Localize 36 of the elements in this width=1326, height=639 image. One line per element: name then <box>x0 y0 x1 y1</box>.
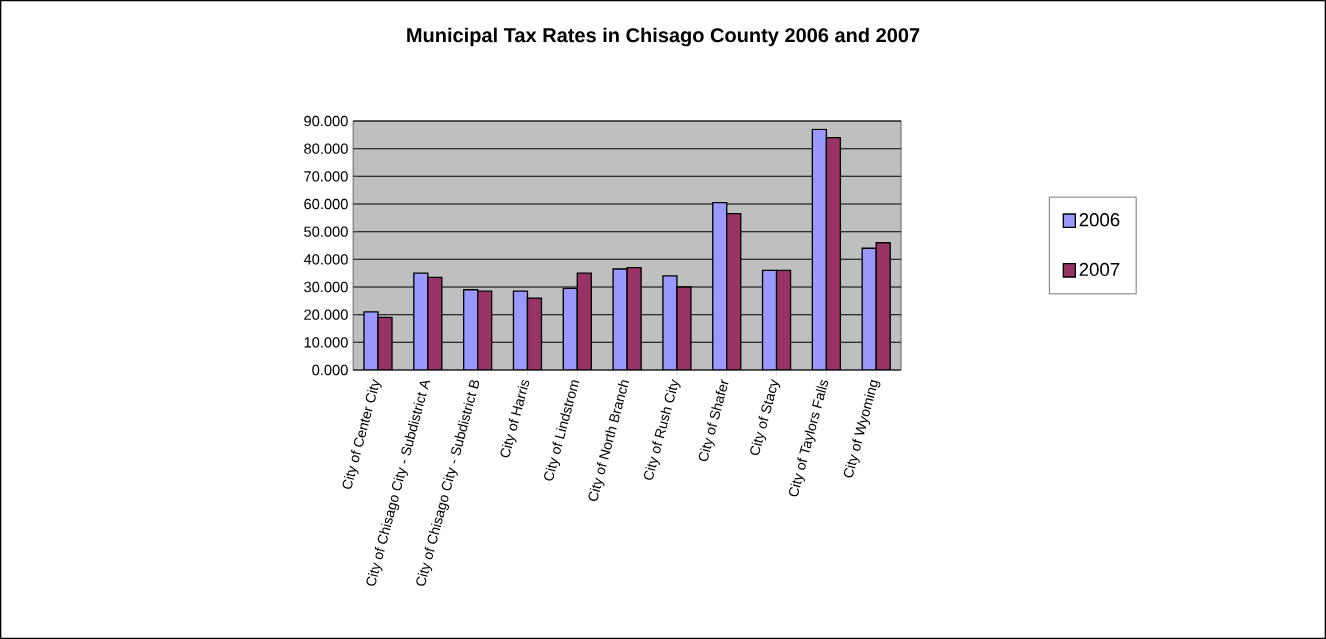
x-tick-label: City of Center City <box>342 378 382 489</box>
y-tick-label: 10.000 <box>304 337 348 348</box>
y-tick-label: 90.000 <box>304 115 348 127</box>
bar <box>762 270 777 370</box>
y-tick-label: 30.000 <box>304 281 348 293</box>
chart-title: Municipal Tax Rates in Chisago County 2006 and 2007 <box>407 27 920 47</box>
y-tick-label: 20.000 <box>304 309 348 320</box>
bar <box>875 242 891 370</box>
bar <box>512 290 529 370</box>
y-tick-label: 0.000 <box>312 364 348 376</box>
bar <box>413 272 429 370</box>
bar <box>712 201 728 370</box>
x-tick-label: City of Shafer <box>698 379 729 462</box>
x-tick-label: City of Rush City <box>643 378 681 480</box>
x-tick-label: City of Harris <box>500 379 530 458</box>
legend-label: 2006 <box>1079 213 1120 227</box>
bar <box>776 270 791 370</box>
bar <box>562 287 578 370</box>
x-tick-label: City of North Branch <box>588 380 630 501</box>
legend-label: 2007 <box>1079 262 1120 277</box>
bar <box>526 297 543 370</box>
y-tick-label: 70.000 <box>304 171 348 182</box>
bar <box>476 290 493 370</box>
bar <box>462 289 479 370</box>
y-tick-label: 80.000 <box>304 143 348 154</box>
y-tick-label: 40.000 <box>303 254 348 265</box>
bar <box>811 128 828 370</box>
bar <box>576 272 592 370</box>
x-tick-label: City of Stacy <box>750 378 781 456</box>
bar <box>726 213 742 370</box>
bar <box>427 276 443 370</box>
bar <box>861 247 877 370</box>
x-tick-label: City of Taylors Falls <box>789 379 829 497</box>
y-tick-label: 50.000 <box>304 226 348 237</box>
bar <box>825 136 842 370</box>
y-tick-label: 60.000 <box>304 198 348 210</box>
